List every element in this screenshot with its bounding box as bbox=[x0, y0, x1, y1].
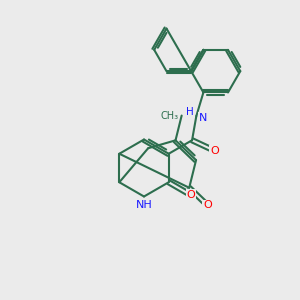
Text: H: H bbox=[186, 107, 193, 117]
Text: CH₃: CH₃ bbox=[160, 111, 179, 121]
Text: O: O bbox=[210, 146, 219, 156]
Text: NH: NH bbox=[136, 200, 152, 211]
Text: O: O bbox=[203, 200, 212, 210]
Text: O: O bbox=[186, 190, 195, 200]
Text: N: N bbox=[199, 112, 207, 122]
